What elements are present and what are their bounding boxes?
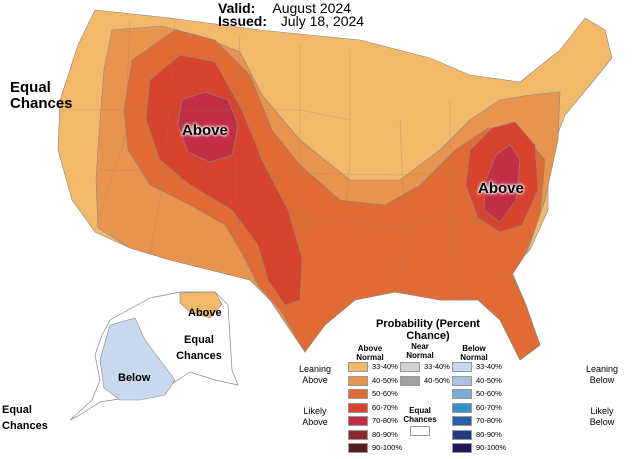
legend-above-bin-label: 90-100% (372, 443, 403, 452)
legend-below-bin-label: 90-100% (476, 443, 507, 452)
valid-value: August 2024 (272, 0, 351, 16)
label-equal-alaska: Equal Chances (176, 334, 222, 362)
label-below-alaska: Below (118, 372, 151, 384)
legend-above-swatch (348, 402, 368, 413)
legend-col-below: Below Normal (460, 344, 488, 362)
legend-below-bin-label: 60-70% (476, 402, 502, 412)
alaska-below-region (99, 317, 176, 401)
label-equal-west: Equal Chances (10, 79, 73, 112)
legend-below-bin-label: 33-40% (476, 362, 502, 371)
legend-below-swatch (452, 443, 472, 453)
legend-below-bin-label: 80-90% (476, 429, 502, 439)
valid-line: Valid: August 2024 (218, 0, 351, 16)
legend-below-swatch (452, 416, 472, 426)
legend-above-swatch (348, 416, 368, 426)
label-equal-sw: Equal Chances (2, 404, 48, 432)
legend-above-bin-label: 50-60% (372, 389, 398, 398)
legend-below-bin-label: 70-80% (476, 416, 502, 425)
legend-below-bin-label: 40-50% (476, 375, 502, 385)
legend-col-near: Near Normal (406, 342, 434, 360)
label-above-east: Above (478, 180, 524, 197)
legend-below-swatch (452, 429, 472, 440)
legend-likely-below: Likely Below (589, 406, 615, 427)
legend-swatch-equal (410, 426, 430, 436)
alaska-above-region (179, 291, 223, 319)
legend-near-swatch (400, 375, 420, 386)
issued-value: July 18, 2024 (280, 13, 365, 29)
legend-above-swatch (348, 389, 368, 399)
legend-below-swatch (452, 389, 472, 399)
legend-below-swatch (452, 402, 472, 413)
legend-below-bin-label: 50-60% (476, 389, 502, 398)
legend-above-bin-label: 33-40% (372, 362, 398, 371)
legend-near-bin-label: 40-50% (424, 375, 450, 385)
legend-above-bin-label: 80-90% (372, 429, 398, 439)
conus-region-70-80-east (483, 144, 521, 223)
legend-above-swatch (348, 375, 368, 386)
valid-key: Valid: (218, 0, 256, 16)
legend-above-bin-label: 60-70% (372, 402, 398, 412)
legend-below-swatch (452, 362, 472, 372)
legend-leaning-below: Leaning Below (585, 364, 619, 385)
conus-region-70-80-west (177, 91, 239, 163)
legend-col-above: Above Normal (356, 344, 384, 362)
legend-above-swatch (348, 443, 368, 453)
label-above-alaska: Above (188, 307, 222, 319)
legend-leaning-above: Leaning Above (298, 364, 332, 385)
legend-above-bin-label: 70-80% (372, 416, 398, 425)
legend-title: Probability (Percent Chance) (376, 318, 480, 342)
legend-near-bin-label: 33-40% (424, 362, 450, 371)
legend-likely-above: Likely Above (302, 406, 328, 427)
legend-above-swatch (348, 362, 368, 372)
issued-key: Issued: (218, 13, 268, 29)
state-borders (60, 19, 521, 301)
label-above-west: Above (182, 122, 228, 139)
legend-below-swatch (452, 375, 472, 386)
legend-above-bin-label: 40-50% (372, 375, 398, 385)
legend-near-swatch (400, 362, 420, 372)
probability-legend: Probability (Percent Chance) Above Norma… (296, 318, 626, 453)
issued-line: Issued: July 18, 2024 (218, 13, 364, 29)
legend-equal-chances: Equal Chances (403, 406, 437, 424)
legend-above-swatch (348, 429, 368, 440)
